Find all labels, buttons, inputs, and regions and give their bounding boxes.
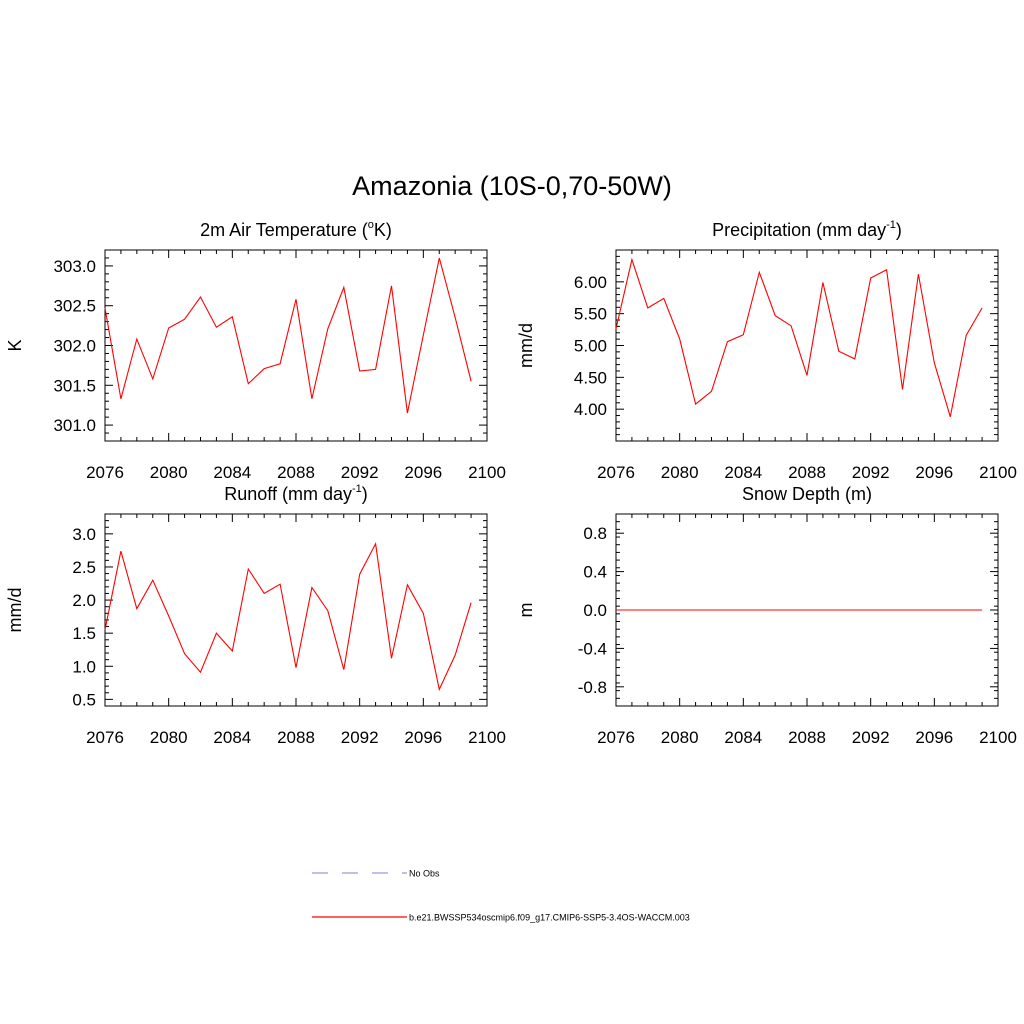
legend-label: No Obs bbox=[409, 869, 440, 879]
y-tick-label: 302.5 bbox=[53, 297, 96, 316]
y-tick-label: -0.4 bbox=[578, 639, 607, 658]
y-tick-label: 2.0 bbox=[72, 591, 96, 610]
x-tick-label: 2076 bbox=[86, 728, 124, 747]
panel-title: Snow Depth (m) bbox=[742, 484, 872, 504]
chart-panels: 2m Air Temperature (oK) K 2076 2080 2084 2088… bbox=[5, 219, 1017, 747]
chart-panel-1: 2m Air Temperature (oK) K 2076 2080 2084 2088… bbox=[5, 219, 506, 482]
panel-title: 2m Air Temperature (oK) bbox=[200, 219, 392, 240]
panel-title: Runoff (mm day-1) bbox=[224, 483, 368, 504]
panel-title-superscript: o bbox=[368, 219, 374, 231]
y-tick-label: 0.8 bbox=[583, 524, 607, 543]
x-tick-label: 2096 bbox=[915, 463, 953, 482]
panel-title-superscript: -1 bbox=[352, 483, 362, 495]
y-axis-label: mm/d bbox=[516, 323, 536, 368]
chart-panel-3: Runoff (mm day-1) mm/d 2076 2080 2084 2088 209… bbox=[5, 483, 506, 747]
x-tick-label: 2096 bbox=[915, 728, 953, 747]
x-tick-label: 2080 bbox=[150, 728, 188, 747]
x-tick-label: 2076 bbox=[597, 728, 635, 747]
x-tick-label: 2084 bbox=[213, 463, 251, 482]
x-tick-label: 2080 bbox=[661, 728, 699, 747]
x-tick-label: 2100 bbox=[979, 463, 1017, 482]
y-tick-label: 0.0 bbox=[583, 601, 607, 620]
y-tick-label: 5.50 bbox=[574, 305, 607, 324]
series-line-1 bbox=[104, 257, 472, 414]
x-tick-label: 2084 bbox=[724, 728, 762, 747]
y-axis-label: K bbox=[5, 339, 25, 351]
y-tick-label: 301.0 bbox=[53, 416, 96, 435]
x-tick-label: 2080 bbox=[150, 463, 188, 482]
y-tick-label: 3.0 bbox=[72, 525, 96, 544]
x-tick-label: 2092 bbox=[852, 463, 890, 482]
y-tick-label: 1.0 bbox=[72, 657, 96, 676]
y-tick-label: 301.5 bbox=[53, 376, 96, 395]
legend: No Obs b.e21.BWSSP534oscmip6.f09_g17.CMIP… bbox=[312, 869, 690, 923]
figure-title: Amazonia (10S-0,70-50W) bbox=[352, 171, 672, 201]
y-axis-label: mm/d bbox=[5, 588, 25, 633]
y-tick-label: 4.00 bbox=[574, 400, 607, 419]
series-line-1 bbox=[104, 542, 472, 692]
x-tick-label: 2100 bbox=[468, 463, 506, 482]
x-tick-label: 2088 bbox=[788, 463, 826, 482]
x-tick-label: 2088 bbox=[788, 728, 826, 747]
y-tick-label: 0.5 bbox=[72, 690, 96, 709]
panel-title-tail: ) bbox=[362, 484, 368, 504]
panel-title-text: Snow Depth (m) bbox=[742, 484, 872, 504]
y-tick-label: 4.50 bbox=[574, 368, 607, 387]
x-tick-label: 2088 bbox=[277, 463, 315, 482]
y-tick-label: -0.8 bbox=[578, 678, 607, 697]
x-tick-label: 2076 bbox=[597, 463, 635, 482]
x-tick-label: 2096 bbox=[404, 463, 442, 482]
plot-frame bbox=[104, 249, 488, 442]
panel-title-superscript: -1 bbox=[886, 219, 896, 231]
legend-label: b.e21.BWSSP534oscmip6.f09_g17.CMIP6-SSP5… bbox=[409, 913, 690, 923]
y-tick-label: 2.5 bbox=[72, 558, 96, 577]
y-tick-label: 302.0 bbox=[53, 337, 96, 356]
legend-item-1: No Obs bbox=[312, 869, 440, 879]
x-tick-label: 2092 bbox=[341, 728, 379, 747]
x-tick-label: 2084 bbox=[213, 728, 251, 747]
panel-title-tail: ) bbox=[896, 220, 902, 240]
panel-title-tail: K) bbox=[374, 220, 392, 240]
legend-item-2: b.e21.BWSSP534oscmip6.f09_g17.CMIP6-SSP5… bbox=[312, 913, 690, 923]
x-tick-label: 2084 bbox=[724, 463, 762, 482]
x-tick-label: 2100 bbox=[979, 728, 1017, 747]
panel-title-text: Precipitation (mm day bbox=[712, 220, 886, 240]
panel-title-text: 2m Air Temperature ( bbox=[200, 220, 368, 240]
y-axis-label: m bbox=[516, 603, 536, 618]
x-tick-label: 2096 bbox=[404, 728, 442, 747]
y-tick-label: 0.4 bbox=[583, 563, 607, 582]
x-tick-label: 2092 bbox=[341, 463, 379, 482]
x-tick-label: 2088 bbox=[277, 728, 315, 747]
x-tick-label: 2092 bbox=[852, 728, 890, 747]
panel-title: Precipitation (mm day-1) bbox=[712, 219, 902, 240]
series-line-1 bbox=[615, 257, 983, 417]
plot-frame bbox=[615, 249, 999, 442]
y-tick-label: 303.0 bbox=[53, 257, 96, 276]
x-tick-label: 2100 bbox=[468, 728, 506, 747]
chart-panel-2: Precipitation (mm day-1) mm/d 2076 2080 2084… bbox=[516, 219, 1017, 482]
chart-panel-4: Snow Depth (m) m 2076 2080 2084 2088 2092 2096 2… bbox=[516, 484, 1017, 747]
x-tick-label: 2076 bbox=[86, 463, 124, 482]
y-tick-label: 5.00 bbox=[574, 337, 607, 356]
panel-title-text: Runoff (mm day bbox=[224, 484, 352, 504]
y-tick-label: 1.5 bbox=[72, 624, 96, 643]
plot-frame bbox=[104, 513, 488, 707]
y-tick-label: 6.00 bbox=[574, 273, 607, 292]
x-tick-label: 2080 bbox=[661, 463, 699, 482]
